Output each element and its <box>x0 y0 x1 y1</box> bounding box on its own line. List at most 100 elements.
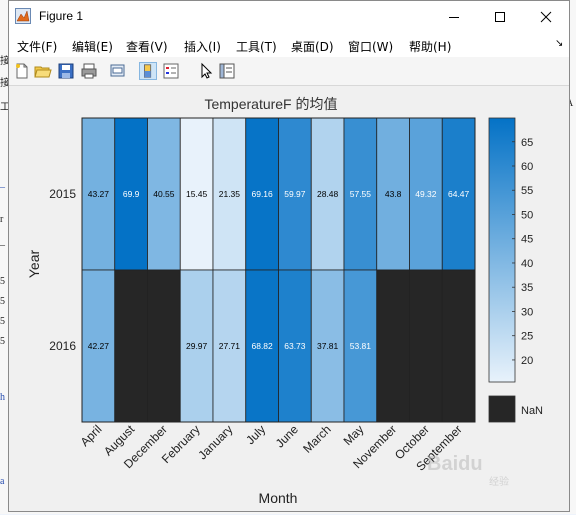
figure-window: Figure 1 文件(F) 编辑(E) 查看(V) 插入(I) 工具(T) 桌… <box>8 0 570 512</box>
menu-view[interactable]: 查看(V) <box>126 40 168 54</box>
heatmap-cell[interactable] <box>147 117 181 271</box>
heatmap-cell-nan[interactable] <box>114 269 148 423</box>
x-tick-label: April <box>78 422 105 449</box>
colorbar-tick-label: 60 <box>521 161 533 173</box>
nan-swatch <box>488 395 516 423</box>
menu-insert[interactable]: 插入(I) <box>184 40 221 54</box>
heatmap-cell[interactable] <box>245 117 279 271</box>
minimize-button[interactable] <box>431 1 477 32</box>
menu-file[interactable]: 文件(F) <box>17 40 58 54</box>
menu-desktop[interactable]: 桌面(D) <box>291 40 334 54</box>
bg-char: 5 <box>0 276 5 287</box>
menu-edit[interactable]: 编辑(E) <box>72 40 113 54</box>
x-tick-label: January <box>195 422 235 462</box>
cell-value-label: 21.35 <box>219 189 241 199</box>
open-file-icon[interactable] <box>34 62 52 80</box>
colorbar-tick-label: 30 <box>521 306 533 318</box>
figure-canvas: TemperatureF 的均值 43.27 69.9 40.55 15.45 21.3… <box>9 86 569 511</box>
menu-window[interactable]: 窗口(W) <box>348 40 394 54</box>
bg-char: 接 <box>0 56 10 67</box>
window-title: Figure 1 <box>39 9 84 23</box>
heatmap-cell[interactable] <box>310 269 345 423</box>
y-tick-label: 2015 <box>49 187 76 201</box>
cell-value-label: 49.32 <box>415 189 437 199</box>
colorbar-tick-label: 35 <box>521 282 533 294</box>
cell-value-label: 43.8 <box>385 189 402 199</box>
new-figure-icon[interactable] <box>13 62 31 80</box>
menu-help[interactable]: 帮助(H) <box>409 40 452 54</box>
heatmap-cell[interactable] <box>245 269 279 423</box>
cell-value-label: 43.27 <box>88 189 110 199</box>
close-button[interactable] <box>523 1 569 32</box>
bg-char: 5 <box>0 336 5 347</box>
cell-value-label: 53.81 <box>350 341 372 351</box>
heatmap-cell[interactable] <box>441 117 476 271</box>
colorbar-tick-label: 25 <box>521 331 533 343</box>
bg-char: 5 <box>0 316 5 327</box>
colorbar-icon[interactable] <box>139 62 157 80</box>
heatmap-cell[interactable] <box>343 269 378 423</box>
x-tick-label: June <box>273 422 302 451</box>
colorbar-tick-label: 55 <box>521 185 533 197</box>
legend-icon[interactable] <box>162 62 180 80</box>
x-axis-label: Month <box>259 490 298 506</box>
cell-value-label: 28.48 <box>317 189 339 199</box>
heatmap-cell-nan[interactable] <box>376 269 410 423</box>
bg-char: _ <box>0 236 5 247</box>
print-icon[interactable] <box>80 62 98 80</box>
maximize-button[interactable] <box>477 1 523 32</box>
cell-value-label: 69.9 <box>123 189 140 199</box>
cell-value-label: 42.27 <box>88 341 110 351</box>
bg-blue-mark: _ <box>0 178 5 189</box>
title-bar: Figure 1 <box>9 1 569 32</box>
cell-value-label: 15.45 <box>186 189 208 199</box>
watermark-sub: 经验 <box>489 475 509 488</box>
colorbar-tick-label: 65 <box>521 137 533 149</box>
heatmap-cell-nan[interactable] <box>441 269 476 423</box>
cell-value-label: 59.97 <box>284 189 306 199</box>
heatmap-cell[interactable] <box>212 117 247 271</box>
cell-value-label: 68.82 <box>251 341 273 351</box>
heatmap-cell-nan[interactable] <box>409 269 443 423</box>
x-tick-label: March <box>300 422 333 455</box>
watermark: Baidu 经验 <box>427 453 509 488</box>
y-axis-label: Year <box>26 250 42 279</box>
bg-char: h <box>0 392 5 403</box>
bg-char: a <box>0 476 5 487</box>
heatmap-cell-labels: 43.27 69.9 40.55 15.45 21.35 69.16 59.97 28.48 5… <box>88 189 470 351</box>
cell-value-label: 29.97 <box>186 341 208 351</box>
link-icon[interactable] <box>109 62 127 80</box>
heatmap-cell[interactable] <box>179 269 214 423</box>
colorbar-ticks: 20 25 30 35 40 45 50 55 60 65 <box>512 137 533 367</box>
cell-value-label: 69.16 <box>251 189 273 199</box>
x-tick-label: May <box>341 422 367 448</box>
nan-label: NaN <box>521 405 543 417</box>
x-tick-label: July <box>243 422 268 447</box>
cell-value-label: 40.55 <box>153 189 175 199</box>
menu-tools[interactable]: 工具(T) <box>236 40 277 54</box>
bg-char: 接 <box>0 78 10 89</box>
property-inspector-icon[interactable] <box>218 62 236 80</box>
y-tick-labels: 2015 2016 <box>49 187 76 353</box>
heatmap-cell-nan[interactable] <box>147 269 181 423</box>
pointer-icon[interactable] <box>197 62 215 80</box>
colorbar-tick-label: 20 <box>521 355 533 367</box>
save-icon[interactable] <box>57 62 75 80</box>
dock-arrow-icon[interactable]: ↘ <box>555 38 564 49</box>
cell-value-label: 64.47 <box>448 189 470 199</box>
heatmap-chart: TemperatureF 的均值 43.27 69.9 40.55 15.45 21.3… <box>26 96 543 506</box>
heatmap-cell[interactable] <box>81 269 116 423</box>
bg-char: 5 <box>0 296 5 307</box>
colorbar-tick-label: 45 <box>521 234 533 246</box>
colorbar-tick-label: 50 <box>521 209 533 221</box>
bg-char: r <box>0 214 4 225</box>
matlab-icon <box>15 8 31 24</box>
cell-value-label: 63.73 <box>284 341 306 351</box>
heatmap-border <box>81 117 476 423</box>
watermark-text: Baidu <box>427 453 483 475</box>
cell-value-label: 37.81 <box>317 341 339 351</box>
menu-bar: 文件(F) 编辑(E) 查看(V) 插入(I) 工具(T) 桌面(D) 窗口(W… <box>9 32 569 57</box>
chart-title: TemperatureF 的均值 <box>204 96 337 112</box>
cell-value-label: 27.71 <box>219 341 241 351</box>
